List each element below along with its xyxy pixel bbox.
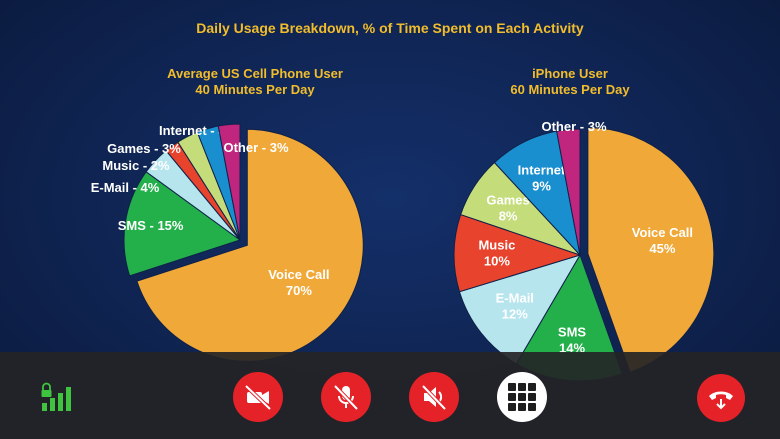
pie-1-label-other: Other - 3% bbox=[223, 140, 288, 155]
pie-2-label-internet: Internet 9% bbox=[518, 163, 566, 194]
pie-2-subtitle-line-2: 60 Minutes Per Day bbox=[510, 82, 630, 97]
pie-2-slice-other bbox=[556, 128, 581, 256]
mute-button[interactable] bbox=[321, 372, 371, 422]
pie-2-label-voice-call: Voice Call 45% bbox=[632, 225, 693, 256]
pie-2-slice-voice-call bbox=[587, 127, 715, 373]
chart-title: Daily Usage Breakdown, % of Time Spent o… bbox=[196, 20, 584, 36]
video-camera-crossed-icon bbox=[244, 384, 272, 411]
pie-1-label-music: Music - 2% bbox=[102, 158, 170, 173]
phone-hangup-icon bbox=[709, 391, 733, 410]
pie-2-label-games: Games 8% bbox=[486, 192, 529, 223]
signal-strength-lock-icon bbox=[41, 382, 71, 411]
pie-2-label-music: Music 10% bbox=[478, 238, 515, 269]
pie-2-label-e-mail: E-Mail 12% bbox=[496, 291, 534, 322]
pie-1-label-games: Games - 3% bbox=[107, 141, 181, 156]
end-call-button[interactable] bbox=[697, 374, 745, 422]
pie-1-subtitle-line-2: 40 Minutes Per Day bbox=[195, 82, 315, 97]
pie-2-label-sms: SMS 14% bbox=[558, 324, 587, 355]
pie-1-slice-voice-call bbox=[136, 128, 364, 362]
microphone-crossed-icon bbox=[333, 384, 359, 411]
pie-2-slice-music bbox=[453, 213, 582, 293]
call-control-bar bbox=[0, 352, 780, 439]
keypad-button[interactable] bbox=[497, 372, 547, 422]
pie-1-label-internet: Internet - 3% bbox=[159, 123, 237, 138]
pie-1-slice-sms bbox=[123, 171, 242, 277]
pie-1-subtitle-line-1: Average US Cell Phone User bbox=[167, 66, 343, 81]
speaker-off-button[interactable] bbox=[409, 372, 459, 422]
pie-1-label-sms: SMS - 15% bbox=[118, 218, 184, 233]
video-off-button[interactable] bbox=[233, 372, 283, 422]
pie-1-label-voice-call: Voice Call 70% bbox=[268, 267, 329, 298]
speaker-crossed-icon bbox=[421, 384, 447, 411]
pie-2-subtitle-line-1: iPhone User bbox=[532, 66, 608, 81]
pie-1-label-e-mail: E-Mail - 4% bbox=[91, 180, 160, 195]
keypad-grid-icon bbox=[508, 383, 536, 411]
pie-1-subtitle: Average US Cell Phone User 40 Minutes Pe… bbox=[140, 66, 370, 98]
pie-2-subtitle: iPhone User 60 Minutes Per Day bbox=[470, 66, 670, 98]
pie-1-slice-other bbox=[217, 123, 241, 241]
pie-2-label-other: Other - 3% bbox=[541, 119, 606, 134]
